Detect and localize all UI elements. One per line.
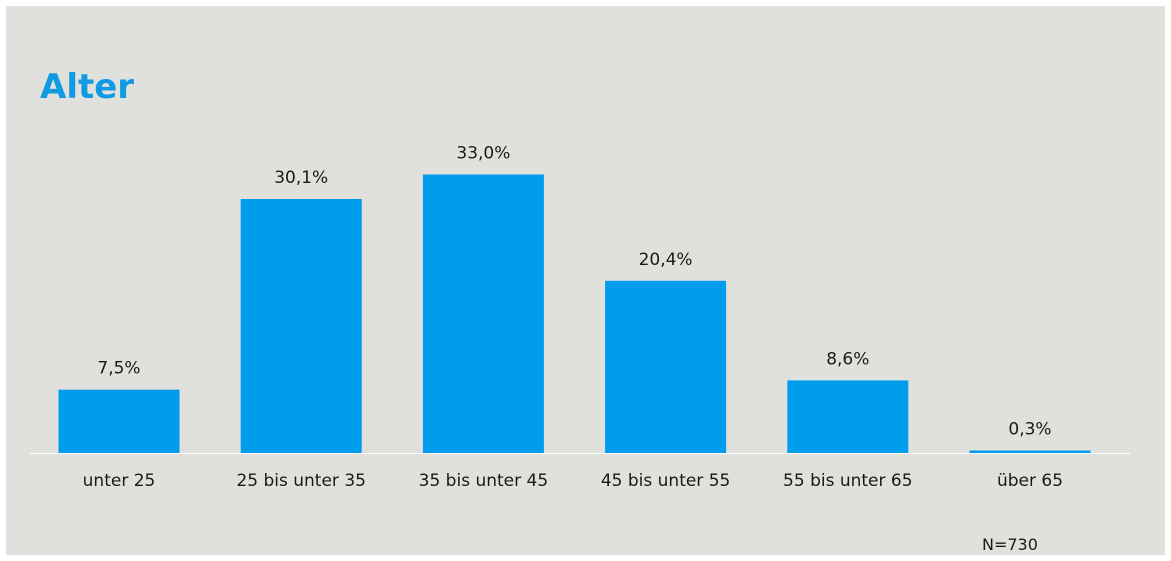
bar-5 <box>969 450 1091 453</box>
sample-size-note: N=730 <box>982 535 1038 554</box>
bars-group <box>58 174 1091 453</box>
category-label-3: 45 bis unter 55 <box>601 471 731 491</box>
chart-title: Alter <box>40 67 135 107</box>
category-label-1: 25 bis unter 35 <box>236 471 366 491</box>
bar-2 <box>422 174 544 453</box>
chart-panel <box>6 6 1165 555</box>
value-label-3: 20,4% <box>639 250 693 270</box>
bar-3 <box>605 280 727 453</box>
value-label-0: 7,5% <box>97 359 140 379</box>
bar-1 <box>240 199 362 453</box>
category-label-5: über 65 <box>997 471 1063 491</box>
category-label-2: 35 bis unter 45 <box>419 471 549 491</box>
value-label-2: 33,0% <box>456 144 510 164</box>
value-label-1: 30,1% <box>274 168 328 188</box>
category-label-0: unter 25 <box>83 471 156 491</box>
value-labels-group: 7,5% 30,1% 33,0% 20,4% 8,6% 0,3% <box>97 144 1051 440</box>
category-labels-group: unter 25 25 bis unter 35 35 bis unter 45 45… <box>83 471 1063 491</box>
bar-4 <box>787 380 909 453</box>
value-label-5: 0,3% <box>1008 420 1051 440</box>
bar-0 <box>58 389 180 453</box>
value-label-4: 8,6% <box>826 349 869 369</box>
category-label-4: 55 bis unter 65 <box>783 471 913 491</box>
